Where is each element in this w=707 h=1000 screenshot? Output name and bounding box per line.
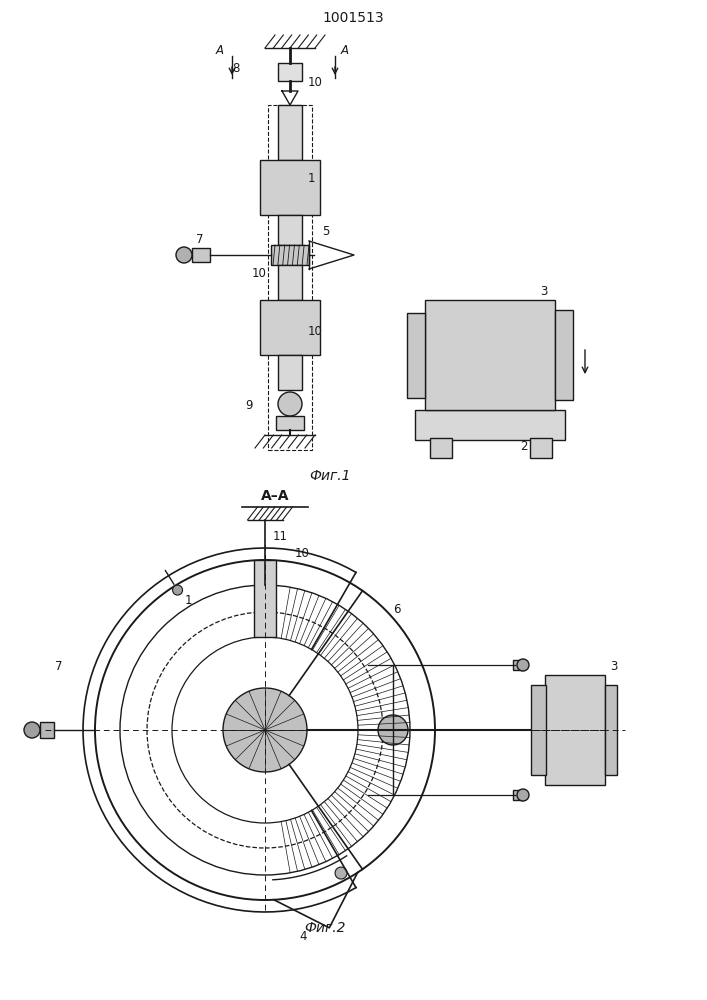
Text: 10: 10 <box>308 325 323 338</box>
Bar <box>254 560 276 637</box>
Bar <box>430 438 452 458</box>
Bar <box>278 63 302 81</box>
Text: 9: 9 <box>245 399 252 412</box>
Circle shape <box>24 722 40 738</box>
Bar <box>278 105 302 160</box>
Bar <box>192 248 210 262</box>
Text: 4: 4 <box>299 930 307 943</box>
Bar <box>425 300 555 410</box>
Text: 10: 10 <box>295 547 310 560</box>
Bar <box>605 685 617 775</box>
Circle shape <box>223 688 307 772</box>
Bar <box>513 790 523 800</box>
Text: 7: 7 <box>197 233 204 246</box>
Bar <box>513 660 523 670</box>
Text: 10: 10 <box>308 76 323 89</box>
Bar <box>276 416 304 430</box>
Bar <box>260 300 320 355</box>
Circle shape <box>173 585 182 595</box>
Bar <box>278 265 302 300</box>
Bar <box>271 245 309 265</box>
Bar <box>278 215 302 245</box>
Bar <box>545 675 605 785</box>
Text: 2: 2 <box>520 440 527 453</box>
Bar <box>268 105 312 450</box>
Text: 1001513: 1001513 <box>322 11 384 25</box>
Text: 8: 8 <box>233 62 240 75</box>
Text: 6: 6 <box>393 603 400 616</box>
Text: 10: 10 <box>252 267 267 280</box>
Text: 3: 3 <box>610 660 617 673</box>
Circle shape <box>278 392 302 416</box>
Text: Фиг.2: Фиг.2 <box>304 921 346 935</box>
Circle shape <box>378 715 408 745</box>
Text: 7: 7 <box>55 660 62 673</box>
Text: 11: 11 <box>273 530 288 543</box>
Bar <box>531 685 546 775</box>
Bar <box>278 355 302 390</box>
Bar <box>260 160 320 215</box>
Text: Фиг.1: Фиг.1 <box>309 469 351 483</box>
Text: А–А: А–А <box>261 489 289 503</box>
Bar <box>555 310 573 400</box>
Text: А: А <box>341 44 349 57</box>
Circle shape <box>176 247 192 263</box>
Text: А: А <box>216 44 224 57</box>
Bar <box>40 722 54 738</box>
Circle shape <box>517 659 529 671</box>
Circle shape <box>517 789 529 801</box>
Text: 5: 5 <box>322 225 329 238</box>
Text: 1: 1 <box>185 594 192 607</box>
Bar <box>407 313 425 398</box>
Bar <box>530 438 552 458</box>
Bar <box>415 410 565 440</box>
Circle shape <box>335 867 347 879</box>
Text: 3: 3 <box>540 285 547 298</box>
Text: 1: 1 <box>308 172 315 185</box>
